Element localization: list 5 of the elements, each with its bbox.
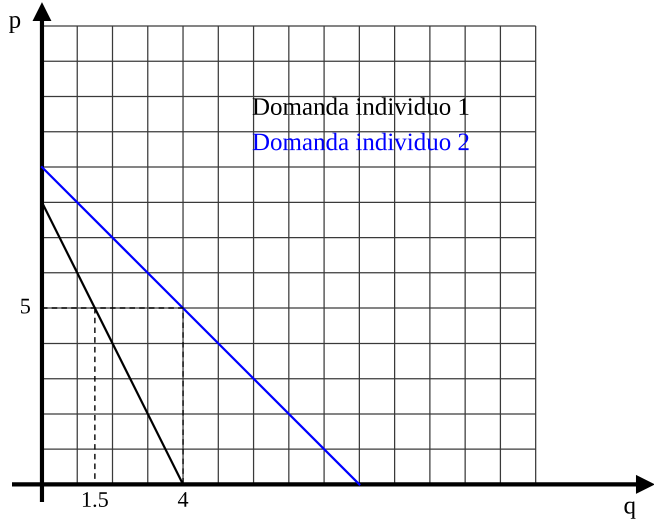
x-tick-label: 1.5: [82, 492, 108, 508]
x-axis-title: q: [624, 501, 636, 519]
text: p: [9, 16, 20, 34]
x-tick-label: 4: [178, 492, 188, 507]
annotation: 5: [21, 298, 30, 314]
